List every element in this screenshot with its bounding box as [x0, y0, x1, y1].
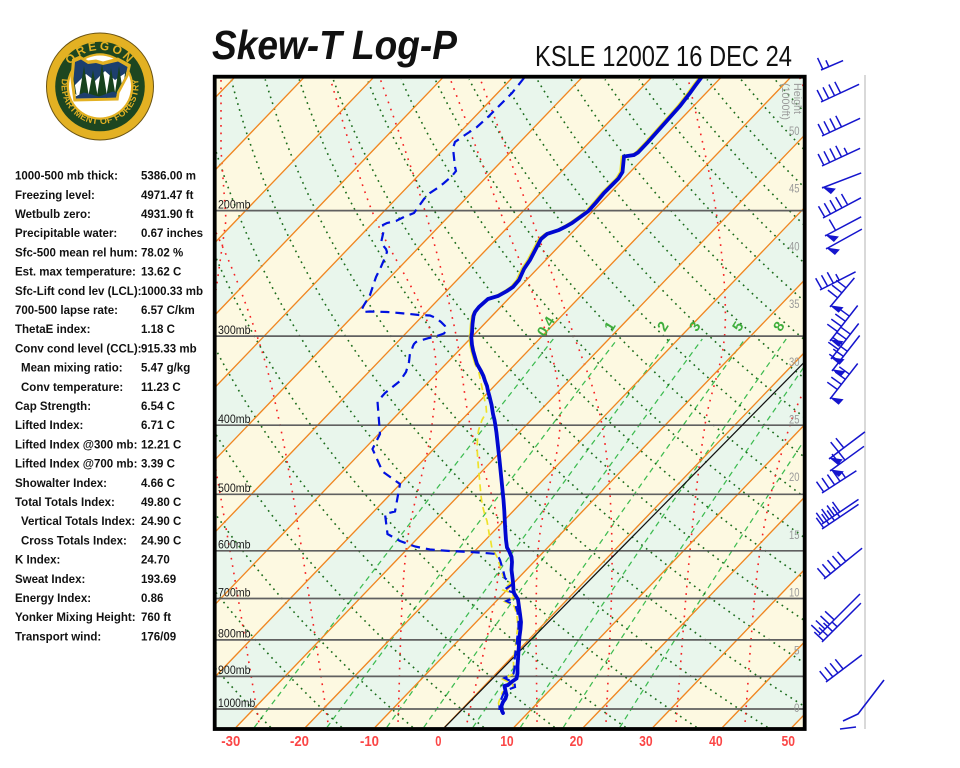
svg-text:0: 0 — [435, 734, 441, 750]
svg-text:11.23 C: 11.23 C — [141, 382, 181, 394]
svg-text:-10: -10 — [360, 734, 379, 750]
svg-text:35: 35 — [789, 299, 800, 311]
svg-text:Cap Strength:: Cap Strength: — [15, 401, 91, 413]
svg-text:Total Totals Index:: Total Totals Index: — [15, 497, 115, 509]
svg-text:Vertical Totals Index:: Vertical Totals Index: — [21, 516, 135, 528]
svg-text:5.47 g/kg: 5.47 g/kg — [141, 363, 190, 375]
svg-text:700-500 lapse rate:: 700-500 lapse rate: — [15, 305, 118, 317]
svg-text:K Index:: K Index: — [15, 555, 60, 567]
svg-text:Transport wind:: Transport wind: — [15, 631, 101, 643]
svg-text:200mb: 200mb — [218, 197, 251, 211]
svg-text:1.18 C: 1.18 C — [141, 324, 175, 336]
svg-text:Lifted Index:: Lifted Index: — [15, 420, 83, 432]
svg-text:Lifted Index @700 mb:: Lifted Index @700 mb: — [15, 459, 137, 471]
svg-text:5386.00 m: 5386.00 m — [141, 171, 196, 183]
svg-text:10: 10 — [500, 734, 514, 750]
svg-text:Sfc-Lift cond lev (LCL):: Sfc-Lift cond lev (LCL): — [15, 286, 142, 298]
svg-text:915.33 mb: 915.33 mb — [141, 343, 197, 355]
svg-text:4931.90 ft: 4931.90 ft — [141, 209, 194, 221]
svg-text:Wetbulb zero:: Wetbulb zero: — [15, 209, 91, 221]
svg-text:5: 5 — [794, 645, 800, 657]
svg-text:193.69: 193.69 — [141, 574, 176, 586]
svg-text:13.62 C: 13.62 C — [141, 267, 181, 279]
svg-text:(1000ft): (1000ft) — [779, 83, 791, 120]
svg-text:600mb: 600mb — [218, 538, 251, 552]
svg-text:78.02 %: 78.02 % — [141, 247, 183, 259]
svg-text:760 ft: 760 ft — [141, 612, 171, 624]
svg-text:12.21 C: 12.21 C — [141, 439, 181, 451]
svg-text:700mb: 700mb — [218, 585, 251, 599]
svg-text:40: 40 — [789, 241, 800, 253]
svg-text:Sfc-500 mean rel hum:: Sfc-500 mean rel hum: — [15, 247, 138, 259]
svg-text:30: 30 — [789, 357, 800, 369]
svg-text:Conv cond level (CCL):: Conv cond level (CCL): — [15, 343, 142, 355]
svg-text:Showalter Index:: Showalter Index: — [15, 478, 107, 490]
svg-text:20: 20 — [789, 472, 800, 484]
svg-text:-30: -30 — [221, 734, 240, 750]
svg-text:6.54 C: 6.54 C — [141, 401, 175, 413]
svg-text:ThetaE index:: ThetaE index: — [15, 324, 90, 336]
svg-text:4.66 C: 4.66 C — [141, 478, 175, 490]
svg-text:176/09: 176/09 — [141, 631, 176, 643]
svg-text:Skew-T Log-P: Skew-T Log-P — [212, 22, 458, 68]
svg-text:Energy Index:: Energy Index: — [15, 593, 91, 605]
svg-text:1000-500 mb thick:: 1000-500 mb thick: — [15, 171, 118, 183]
svg-text:Precipitable water:: Precipitable water: — [15, 228, 117, 240]
svg-text:Sweat Index:: Sweat Index: — [15, 574, 85, 586]
svg-text:45: 45 — [789, 184, 800, 196]
svg-text:KSLE 1200Z 16 DEC 24: KSLE 1200Z 16 DEC 24 — [535, 41, 792, 73]
svg-text:Est. max temperature:: Est. max temperature: — [15, 267, 136, 279]
svg-text:25: 25 — [789, 415, 800, 427]
svg-text:50: 50 — [789, 126, 800, 138]
svg-text:15: 15 — [789, 530, 800, 542]
svg-text:40: 40 — [709, 734, 723, 750]
svg-text:800mb: 800mb — [218, 627, 251, 641]
svg-text:24.70: 24.70 — [141, 555, 170, 567]
svg-text:500mb: 500mb — [218, 481, 251, 495]
svg-text:50: 50 — [782, 734, 796, 750]
svg-text:Conv temperature:: Conv temperature: — [21, 382, 123, 394]
svg-text:0.86: 0.86 — [141, 593, 163, 605]
svg-text:Freezing level:: Freezing level: — [15, 190, 95, 202]
svg-text:3.39 C: 3.39 C — [141, 459, 175, 471]
svg-text:400mb: 400mb — [218, 412, 251, 426]
svg-text:Yonker Mixing Height:: Yonker Mixing Height: — [15, 612, 136, 624]
svg-text:6.71 C: 6.71 C — [141, 420, 175, 432]
svg-text:30: 30 — [639, 734, 653, 750]
svg-text:Cross Totals Index:: Cross Totals Index: — [21, 535, 127, 547]
svg-text:4971.47 ft: 4971.47 ft — [141, 190, 194, 202]
svg-text:24.90 C: 24.90 C — [141, 535, 181, 547]
svg-text:10: 10 — [789, 588, 800, 600]
svg-text:24.90 C: 24.90 C — [141, 516, 181, 528]
svg-text:-20: -20 — [290, 734, 309, 750]
svg-text:6.57 C/km: 6.57 C/km — [141, 305, 195, 317]
svg-text:Mean mixing ratio:: Mean mixing ratio: — [21, 363, 123, 375]
svg-text:0.67 inches: 0.67 inches — [141, 228, 203, 240]
svg-text:900mb: 900mb — [218, 663, 251, 677]
svg-text:0: 0 — [794, 703, 800, 715]
svg-text:20: 20 — [570, 734, 584, 750]
svg-text:Lifted Index @300 mb:: Lifted Index @300 mb: — [15, 439, 137, 451]
svg-text:Height: Height — [791, 83, 803, 114]
svg-text:300mb: 300mb — [218, 323, 251, 337]
svg-text:49.80 C: 49.80 C — [141, 497, 181, 509]
svg-text:1000.33 mb: 1000.33 mb — [141, 286, 203, 298]
svg-text:1000mb: 1000mb — [218, 696, 256, 710]
